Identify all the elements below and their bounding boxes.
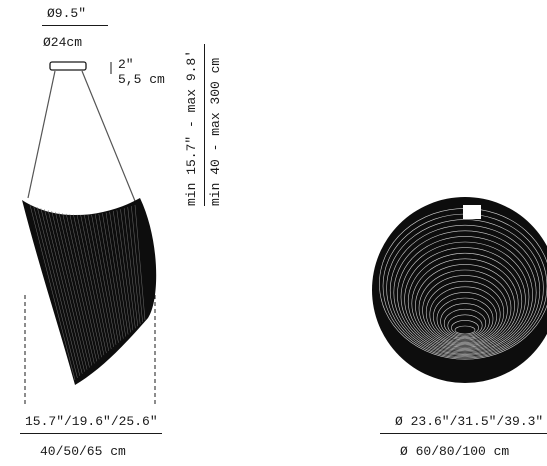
- side-width-divider: [20, 433, 162, 434]
- canopy-icon: [49, 61, 87, 71]
- front-diameter-cm-label: Ø 60/80/100 cm: [400, 444, 510, 459]
- canopy-diameter-divider: [42, 25, 108, 26]
- front-diameter-in-label: Ø 23.6"/31.5"/39.3": [395, 414, 544, 429]
- canopy-diameter-cm-label: Ø24cm: [43, 35, 83, 50]
- canopy-height-in-label: 2": [118, 57, 134, 72]
- side-shade-icon: [22, 198, 157, 385]
- side-width-cm-label: 40/50/65 cm: [40, 444, 126, 459]
- canopy-height-cm-label: 5,5 cm: [118, 72, 165, 87]
- canopy-diameter-in-label: Ø9.5": [47, 6, 87, 21]
- suspension-length-divider: [204, 44, 205, 206]
- side-width-in-label: 15.7"/19.6"/25.6": [25, 414, 158, 429]
- front-shade-icon: [372, 197, 547, 383]
- front-diameter-divider: [380, 433, 547, 434]
